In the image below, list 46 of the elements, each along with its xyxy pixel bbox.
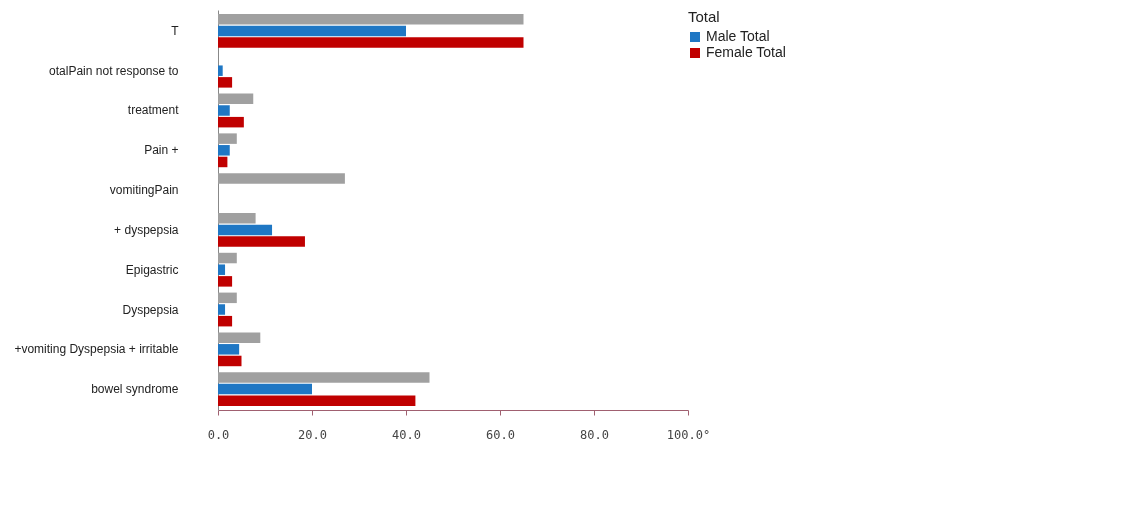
legend-title: Total xyxy=(688,8,720,25)
y-tick-label: Epigastric xyxy=(125,262,179,277)
bar xyxy=(218,65,223,76)
y-tick-label: otalPain not response to xyxy=(49,63,179,78)
bar xyxy=(218,173,345,184)
bar xyxy=(218,13,524,25)
y-tick-label: vomitingPain xyxy=(109,183,179,198)
y-tick-label: + dyspepsia xyxy=(114,222,179,237)
bar xyxy=(218,355,242,367)
bar xyxy=(218,77,233,88)
y-tick-label: T xyxy=(171,23,180,38)
y-tick-label: treatment xyxy=(127,103,180,118)
bar xyxy=(218,25,406,37)
legend-label: Male Total xyxy=(706,28,770,44)
x-tick-label: 40.0 xyxy=(392,427,421,442)
bar xyxy=(218,145,230,156)
bar xyxy=(218,264,226,275)
bar xyxy=(218,252,237,264)
bar xyxy=(218,383,312,395)
x-tick-label: 0.0 xyxy=(207,427,230,442)
y-tick-label: +vomiting Dyspepsia + irritable xyxy=(14,342,179,357)
x-tick-label: 100.0° xyxy=(666,427,711,442)
y-tick-label: Dyspepsia xyxy=(122,302,179,317)
x-tick-label: 20.0 xyxy=(298,427,327,442)
bar xyxy=(218,105,230,116)
bar xyxy=(218,156,228,168)
bar xyxy=(218,133,237,144)
bar xyxy=(218,116,244,128)
bar xyxy=(218,315,233,327)
bar xyxy=(218,395,416,407)
x-tick-label: 80.0 xyxy=(580,427,609,442)
bar xyxy=(218,37,524,48)
bar xyxy=(218,276,233,287)
bar xyxy=(218,292,237,304)
bar xyxy=(218,236,305,247)
bar xyxy=(218,344,240,355)
bar xyxy=(218,332,261,343)
bar xyxy=(218,224,273,236)
legend-label: Female Total xyxy=(706,44,786,60)
y-tick-label: Pain + xyxy=(144,143,179,158)
bar xyxy=(218,304,226,315)
bar xyxy=(218,372,430,383)
y-tick-label: bowel syndrome xyxy=(91,382,179,397)
bar xyxy=(218,212,256,224)
x-tick-label: 60.0 xyxy=(486,427,515,442)
bar xyxy=(218,93,254,105)
